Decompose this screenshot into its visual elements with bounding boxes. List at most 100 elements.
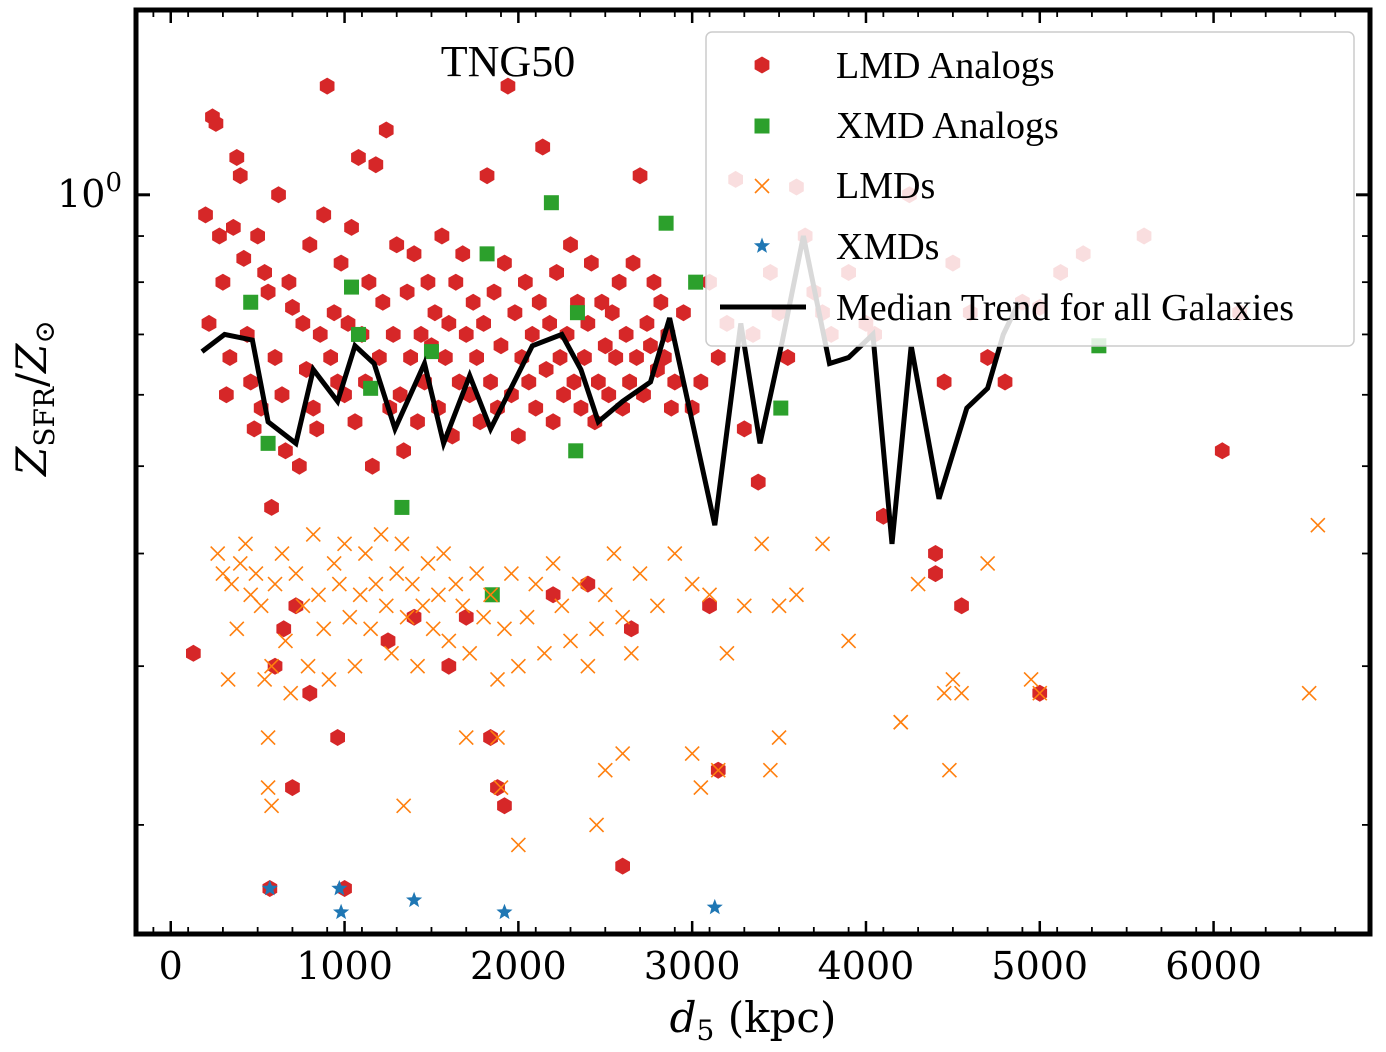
- x-stroke: [649, 598, 665, 614]
- lmds-point: [267, 576, 283, 592]
- lmd-analogs-point: [608, 349, 624, 366]
- lmd-analogs-point: [611, 273, 627, 291]
- xmd-analogs-point: [543, 195, 559, 211]
- lmd-analogs-point: [542, 314, 557, 332]
- y-axis-sub: SFR: [28, 386, 61, 447]
- lmds-point: [305, 526, 321, 542]
- xmd-analogs-point: [344, 279, 360, 295]
- lmds-point: [300, 658, 316, 674]
- x-axis-unit: (kpc): [714, 993, 836, 1042]
- lmd-analogs-point: [344, 218, 359, 236]
- y-axis-var2: Z: [7, 343, 56, 375]
- lmds-point: [945, 671, 961, 687]
- lmd-analogs-point: [615, 857, 630, 875]
- x-stroke: [536, 645, 553, 661]
- lmd-analogs-point: [549, 264, 564, 281]
- lmds-point: [455, 598, 471, 614]
- legend-label-xmd-analogs: XMD Analogs: [836, 105, 1059, 147]
- x-stroke: [267, 576, 283, 592]
- lmd-analogs-point: [399, 283, 415, 301]
- lmds-point: [482, 587, 499, 603]
- xmd-analogs-point: [568, 443, 584, 459]
- lmd-analogs-point: [406, 245, 422, 263]
- lmd-analogs-point: [347, 413, 363, 431]
- series-lmds: [210, 517, 1326, 853]
- lmd-analogs-point: [250, 227, 265, 245]
- x-stroke: [719, 645, 735, 661]
- lmds-point: [684, 745, 700, 762]
- lmd-analogs-point: [312, 325, 328, 343]
- legend-box: [705, 31, 1355, 347]
- x-stroke: [693, 780, 709, 796]
- lmd-analogs-point: [292, 457, 307, 475]
- lmds-point: [383, 645, 400, 661]
- xmd-analogs-point: [363, 380, 379, 396]
- lmd-analogs-point: [441, 657, 457, 675]
- xmd-analogs-point: [260, 435, 276, 451]
- lmds-point: [409, 658, 426, 674]
- lmd-analogs-point: [552, 349, 568, 366]
- y-tick-label: 100: [57, 168, 122, 216]
- lmds-point: [496, 621, 513, 637]
- lmd-analogs-point: [667, 373, 683, 391]
- lmds-point: [321, 671, 337, 687]
- lmds-point: [754, 536, 770, 552]
- lmds-point: [1023, 671, 1039, 687]
- lmd-analogs-point: [458, 608, 474, 626]
- y-axis-label: ZSFR/Z⊙: [7, 320, 61, 478]
- lmd-analogs-point: [413, 325, 429, 343]
- x-stroke: [476, 609, 492, 625]
- x-axis-sub: 5: [697, 1014, 715, 1047]
- lmd-analogs-point: [201, 314, 217, 332]
- x-stroke: [1023, 671, 1039, 687]
- x-stroke: [754, 536, 770, 552]
- lmd-analogs-point: [198, 206, 213, 224]
- lmd-analogs-point: [465, 293, 481, 311]
- lmd-analogs-point: [186, 644, 201, 662]
- x-stroke: [632, 566, 648, 582]
- lmd-analogs-point: [563, 236, 578, 254]
- x-stroke: [736, 598, 752, 614]
- x-stroke: [448, 576, 464, 592]
- x-stroke: [441, 633, 457, 649]
- lmds-point: [347, 658, 363, 674]
- lmd-analogs-point: [676, 304, 691, 322]
- lmd-analogs-point: [469, 349, 484, 366]
- lmd-analogs-point: [528, 399, 544, 417]
- lmds-point: [469, 566, 485, 582]
- x-stroke: [893, 714, 909, 730]
- lmd-analogs-point: [243, 373, 259, 391]
- xmds-point: [706, 898, 723, 915]
- lmd-analogs-point: [295, 314, 311, 332]
- lmd-analogs-point: [624, 620, 639, 638]
- lmds-point: [941, 762, 957, 778]
- x-stroke: [615, 745, 631, 762]
- lmd-analogs-point: [285, 298, 300, 316]
- x-stroke: [420, 555, 436, 572]
- y-axis-var: Z: [7, 446, 56, 478]
- x-stroke: [623, 645, 639, 661]
- x-stroke: [316, 621, 332, 637]
- x-stroke: [368, 576, 384, 592]
- lmd-analogs-point: [305, 399, 321, 417]
- x-stroke: [841, 633, 857, 649]
- lmd-analogs-point: [385, 325, 401, 343]
- x-stroke: [562, 633, 579, 649]
- lmd-analogs-point: [566, 373, 582, 391]
- lmds-point: [476, 609, 492, 625]
- x-stroke: [378, 598, 394, 614]
- x-stroke: [425, 621, 441, 637]
- lmd-analogs-point: [448, 273, 464, 291]
- lmds-point: [264, 798, 280, 814]
- lmds-point: [441, 633, 457, 649]
- lmds-point: [264, 658, 280, 674]
- lmds-point: [396, 798, 412, 814]
- x-stroke: [331, 576, 347, 592]
- x-stroke: [580, 658, 596, 674]
- x-stroke: [404, 576, 420, 592]
- x-stroke: [519, 609, 535, 625]
- x-stroke: [357, 545, 373, 562]
- x-stroke: [762, 762, 778, 778]
- x-stroke: [210, 545, 226, 562]
- lmds-point: [1032, 685, 1048, 701]
